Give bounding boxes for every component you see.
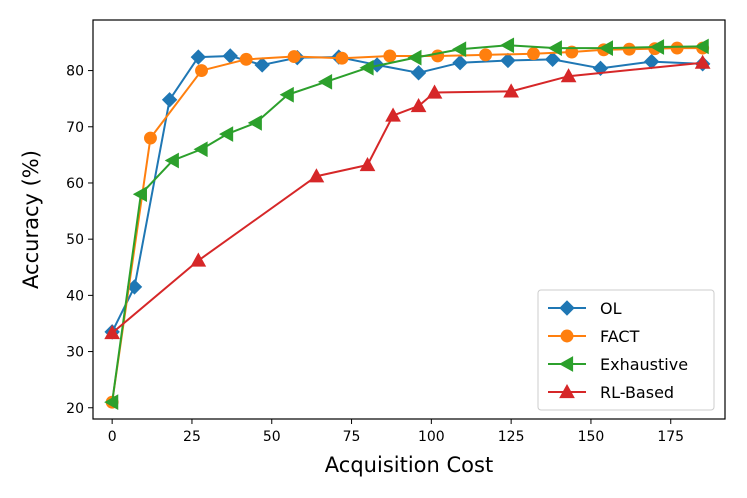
axes-frame xyxy=(92,19,726,420)
data-point-exhaustive xyxy=(407,49,422,66)
legend-marker-fact xyxy=(560,329,574,343)
data-point-ol xyxy=(190,49,207,65)
data-point-exhaustive xyxy=(359,59,374,76)
x-tick-label: 25 xyxy=(183,429,201,445)
data-point-exhaustive xyxy=(598,40,613,56)
data-point-ol xyxy=(544,51,561,68)
data-point-ol xyxy=(161,92,178,108)
legend-label-exhaustive: Exhaustive xyxy=(600,355,688,374)
data-point-fact xyxy=(622,42,636,56)
x-tick-label: 0 xyxy=(108,429,117,445)
data-point-exhaustive xyxy=(104,394,119,410)
data-point-exhaustive xyxy=(132,186,147,203)
series-line-exhaustive xyxy=(111,44,703,403)
legend-item-fact: FACT xyxy=(548,327,640,346)
series-line-rl-based xyxy=(111,61,703,334)
series-layer xyxy=(104,37,711,410)
data-point-rl-based xyxy=(503,83,519,98)
series-exhaustive xyxy=(104,37,709,410)
data-point-rl-based xyxy=(560,68,577,83)
data-point-fact xyxy=(670,41,684,55)
x-tick-label: 125 xyxy=(498,429,525,445)
series-line-ol xyxy=(111,54,703,333)
y-tick-label: 20 xyxy=(66,401,84,417)
data-point-rl-based xyxy=(694,54,711,69)
legend-box xyxy=(537,289,715,411)
y-tick-label: 80 xyxy=(66,64,84,80)
data-point-fact xyxy=(287,50,301,63)
data-point-fact xyxy=(195,64,208,78)
data-point-ol xyxy=(452,55,468,71)
legend-marker-exhaustive xyxy=(558,356,574,372)
data-point-fact xyxy=(239,52,253,66)
x-tick-label: 100 xyxy=(418,429,445,445)
data-point-exhaustive xyxy=(499,37,515,54)
data-point-rl-based xyxy=(359,156,376,172)
legend-label-ol: OL xyxy=(600,299,622,318)
legend-item-rl-based: RL-Based xyxy=(548,383,674,402)
y-axis-label: Accuracy (%) xyxy=(19,150,43,289)
legend: OL FACT Exhaustive RL-Based xyxy=(537,289,715,411)
data-point-fact xyxy=(383,49,397,63)
data-point-fact xyxy=(527,47,540,61)
legend-item-ol: OL xyxy=(548,299,622,318)
data-point-exhaustive xyxy=(193,141,208,158)
y-tick-label: 70 xyxy=(66,120,84,136)
data-point-exhaustive xyxy=(694,38,709,55)
legend-item-exhaustive: Exhaustive xyxy=(548,355,688,374)
x-tick-label: 150 xyxy=(578,429,605,445)
data-point-rl-based xyxy=(308,168,325,183)
data-point-rl-based xyxy=(410,97,427,113)
series-rl-based xyxy=(104,54,711,340)
data-point-exhaustive xyxy=(279,86,294,103)
y-tick-label: 40 xyxy=(66,288,84,304)
data-point-rl-based xyxy=(426,84,443,99)
y-tick-label: 50 xyxy=(66,232,84,248)
data-point-exhaustive xyxy=(247,114,262,131)
x-tick-label: 50 xyxy=(263,429,281,445)
data-point-exhaustive xyxy=(317,73,333,90)
data-point-rl-based xyxy=(190,252,207,267)
axes-layer: 0 25 50 75 100 125 150 175 20 30 40 50 60 70 80 xyxy=(66,19,726,445)
series-line-fact xyxy=(111,47,703,403)
data-point-rl-based xyxy=(385,107,401,122)
data-point-fact xyxy=(144,131,157,145)
x-tick-label: 75 xyxy=(343,429,361,445)
y-tick-label: 60 xyxy=(66,176,84,192)
data-point-fact xyxy=(335,51,349,65)
legend-label-rl-based: RL-Based xyxy=(600,383,674,402)
data-point-exhaustive xyxy=(452,41,467,58)
data-point-ol xyxy=(254,57,270,73)
data-point-exhaustive xyxy=(649,39,665,55)
data-point-fact xyxy=(479,48,493,62)
x-tick-label: 175 xyxy=(657,429,684,445)
legend-label-fact: FACT xyxy=(600,327,640,346)
data-point-exhaustive xyxy=(547,40,562,56)
y-tick-label: 30 xyxy=(66,345,84,361)
data-point-exhaustive xyxy=(164,152,179,169)
data-point-ol xyxy=(500,52,516,69)
x-axis-label: Acquisition Cost xyxy=(325,453,493,477)
legend-marker-ol xyxy=(559,300,575,316)
data-point-ol xyxy=(410,65,427,81)
data-point-exhaustive xyxy=(219,126,234,142)
data-point-rl-based xyxy=(104,324,121,340)
legend-marker-rl-based xyxy=(559,383,575,399)
